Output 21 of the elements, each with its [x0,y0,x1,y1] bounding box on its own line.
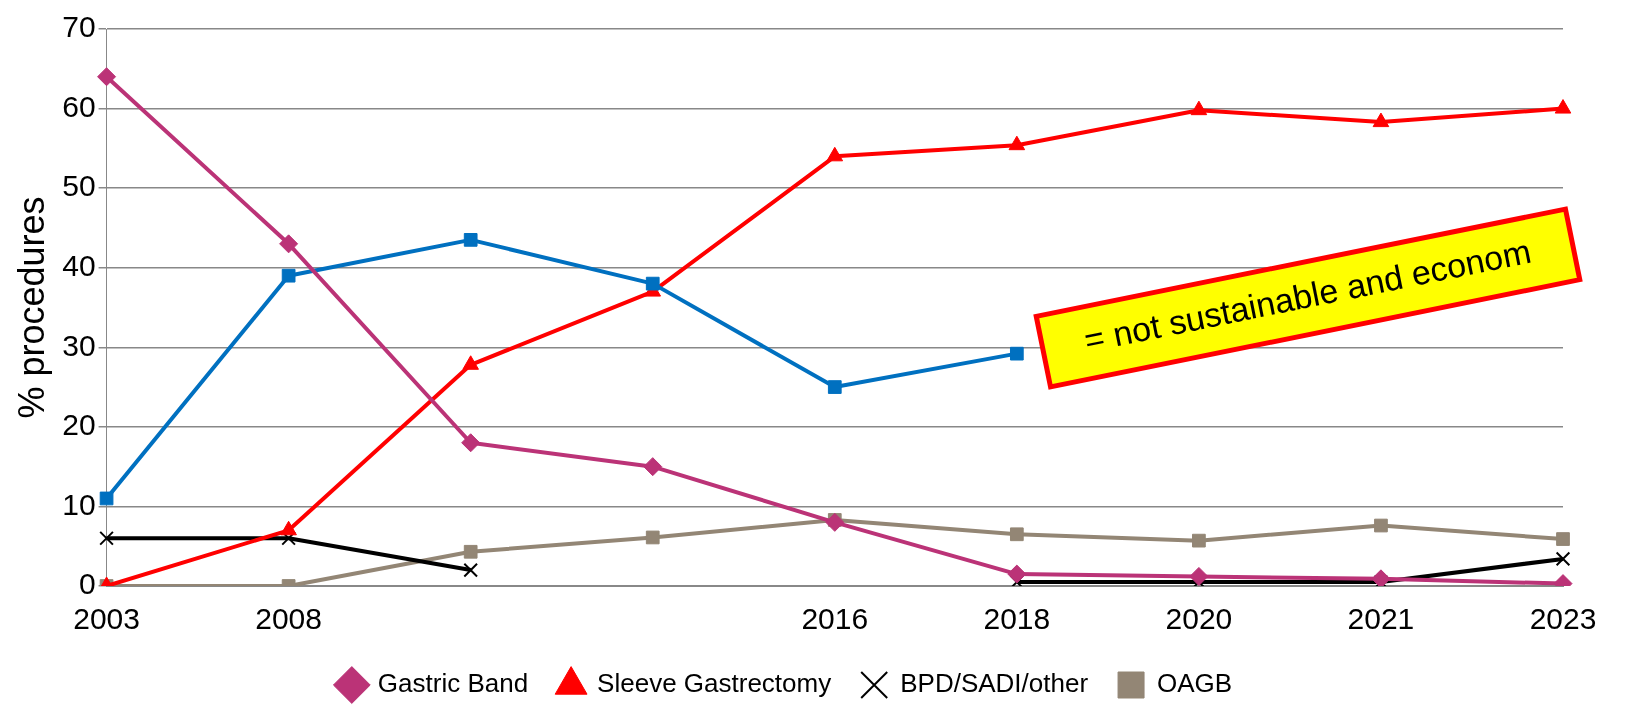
x-tick-label: 2020 [1165,602,1233,636]
y-axis-title: % procedures [10,196,52,419]
legend-label: OAGB [1157,668,1233,699]
annotation: = not sustainable and econom [1080,231,1535,360]
legend-label: BPD/SADI/other [900,668,1089,699]
x-tick-label: 2018 [983,602,1051,636]
x-tick-label: 2016 [801,602,869,636]
y-tick-label: 40 [62,248,96,282]
y-tick-label: 50 [62,169,96,203]
y-tick-label: 60 [62,89,96,123]
legend-label: Gastric Band [377,668,529,699]
y-tick-label: 10 [62,487,96,521]
x-tick-label: 2008 [255,602,322,636]
legend-label: Sleeve Gastrectomy [597,668,832,699]
x-tick-label: 2021 [1347,602,1415,636]
y-tick-label: 30 [62,328,96,362]
y-tick-label: 70 [62,10,96,44]
x-tick-label: 2003 [73,602,140,636]
y-tick-label: 0 [78,567,96,601]
y-tick-label: 20 [62,408,96,442]
x-tick-label: 2023 [1529,602,1597,636]
